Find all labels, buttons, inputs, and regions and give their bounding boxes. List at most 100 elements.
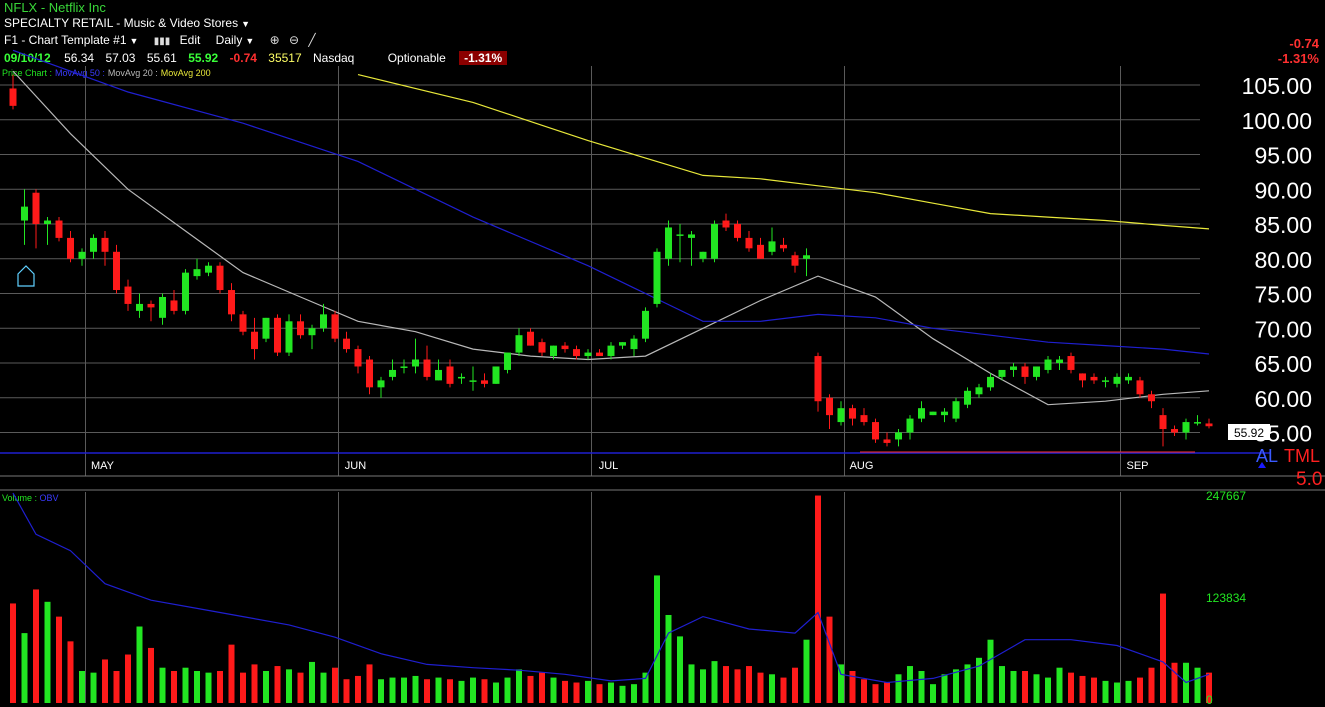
candle-body — [722, 220, 730, 228]
candle-body — [469, 380, 477, 382]
candle-body — [216, 265, 224, 291]
candle-body — [826, 397, 833, 416]
x-tick-label: SEP — [1126, 460, 1148, 472]
candle-body — [412, 359, 419, 367]
industry-dropdown[interactable]: SPECIALTY RETAIL - Music & Video Stores ▼ — [4, 16, 250, 30]
right-change: -0.74 — [1289, 36, 1319, 51]
candle — [331, 310, 339, 343]
candle — [1113, 373, 1121, 388]
quote-row: 09/10/12 56.34 57.03 55.61 55.92 -0.74 3… — [4, 51, 508, 65]
legend-ma200[interactable]: MovAvg 200 — [160, 68, 211, 78]
volume-bar — [608, 682, 614, 703]
last-price-tag — [1228, 424, 1270, 440]
volume-bar — [205, 672, 212, 703]
candle-body — [274, 317, 281, 353]
legend-ma20[interactable]: MovAvg 20 : — [107, 68, 158, 78]
candle-body — [561, 345, 569, 350]
legend-obv[interactable]: OBV — [39, 493, 59, 503]
candle-body — [998, 369, 1006, 377]
price-legend: Price Chart : MovAvg 50 : MovAvg 20 : MovAv… — [2, 68, 214, 78]
candle — [745, 230, 753, 252]
volume-bars — [10, 492, 1212, 703]
candle-body — [21, 206, 28, 221]
volume-bar — [527, 675, 534, 703]
volume-bar — [539, 672, 545, 703]
volume-bar — [723, 666, 729, 703]
candle-body — [538, 342, 546, 353]
candle — [205, 262, 212, 277]
legend-price-chart[interactable]: Price Chart : — [2, 68, 53, 78]
quote-exchange: Nasdaq — [312, 51, 355, 65]
zoom-in-icon[interactable]: ⊕ — [269, 33, 280, 47]
volume-bar — [585, 680, 591, 703]
candle-body — [734, 224, 741, 238]
legend-volume[interactable]: Volume : — [2, 493, 38, 503]
volume-bar — [1114, 682, 1120, 703]
candle-body — [872, 422, 879, 440]
volume-bar — [1033, 674, 1040, 703]
volume-bar — [1091, 677, 1097, 703]
volume-bar — [1148, 667, 1155, 703]
candle — [975, 383, 983, 398]
candle — [918, 401, 925, 423]
candle-body — [642, 310, 649, 339]
volume-bar — [447, 679, 453, 703]
candle — [1125, 373, 1132, 384]
volume-bar — [895, 674, 902, 703]
quote-date: 09/10/12 — [4, 51, 51, 65]
volume-bar — [1160, 593, 1166, 703]
chart-toolbar: F1 - Chart Template #1 ▼ ▮▮▮ Edit Daily ▼ … — [4, 33, 322, 47]
candle — [446, 359, 454, 388]
volume-bar — [516, 669, 522, 703]
draw-line-icon[interactable]: ╱ — [308, 33, 316, 47]
candle — [55, 217, 63, 242]
volume-bar — [1079, 675, 1086, 703]
template-dropdown[interactable]: F1 - Chart Template #1 ▼ — [4, 33, 138, 47]
volume-bar — [964, 664, 971, 703]
volume-bar — [677, 636, 683, 703]
volume-bar — [102, 659, 108, 703]
volume-bar — [217, 670, 223, 703]
chevron-down-icon: ▼ — [245, 36, 255, 46]
candle — [1056, 356, 1063, 370]
candle-body — [354, 349, 362, 367]
candle-body — [9, 88, 17, 106]
volume-bar — [976, 657, 982, 703]
interval-dropdown[interactable]: Daily ▼ — [216, 33, 255, 47]
volume-bar — [665, 614, 672, 703]
zoom-out-icon[interactable]: ⊖ — [289, 33, 300, 47]
volume-bar — [228, 644, 235, 703]
candle — [101, 230, 109, 266]
volume-legend: Volume : OBV — [2, 493, 59, 503]
grid-lines — [0, 66, 1325, 703]
edit-button[interactable]: Edit — [179, 33, 201, 47]
candle — [170, 290, 178, 315]
candle — [297, 314, 304, 339]
bars-icon[interactable]: ▮▮▮ — [153, 36, 171, 47]
candle-body — [803, 255, 810, 259]
candle — [1182, 418, 1190, 440]
volume-bar — [33, 589, 39, 703]
house-icon — [17, 265, 35, 287]
volume-bar — [67, 641, 74, 703]
candle-body — [1205, 423, 1213, 427]
al-label: AL — [1256, 446, 1278, 466]
y-tick-label: 80.00 — [1254, 247, 1312, 273]
candle-body — [67, 237, 74, 259]
legend-ma50[interactable]: MovAvg 50 : — [55, 68, 105, 78]
candle — [814, 352, 822, 412]
candle-body — [32, 192, 40, 224]
candle-body — [262, 317, 270, 339]
volume-bar — [56, 616, 62, 703]
volume-bar — [734, 669, 741, 703]
volume-bar — [953, 669, 959, 703]
candle — [619, 342, 626, 350]
candle — [469, 366, 477, 391]
volume-bar — [159, 667, 166, 703]
candle — [228, 283, 235, 322]
quote-change: -0.74 — [229, 51, 257, 65]
candle — [906, 415, 914, 440]
candle-body — [1033, 366, 1040, 377]
candle-body — [711, 224, 718, 259]
